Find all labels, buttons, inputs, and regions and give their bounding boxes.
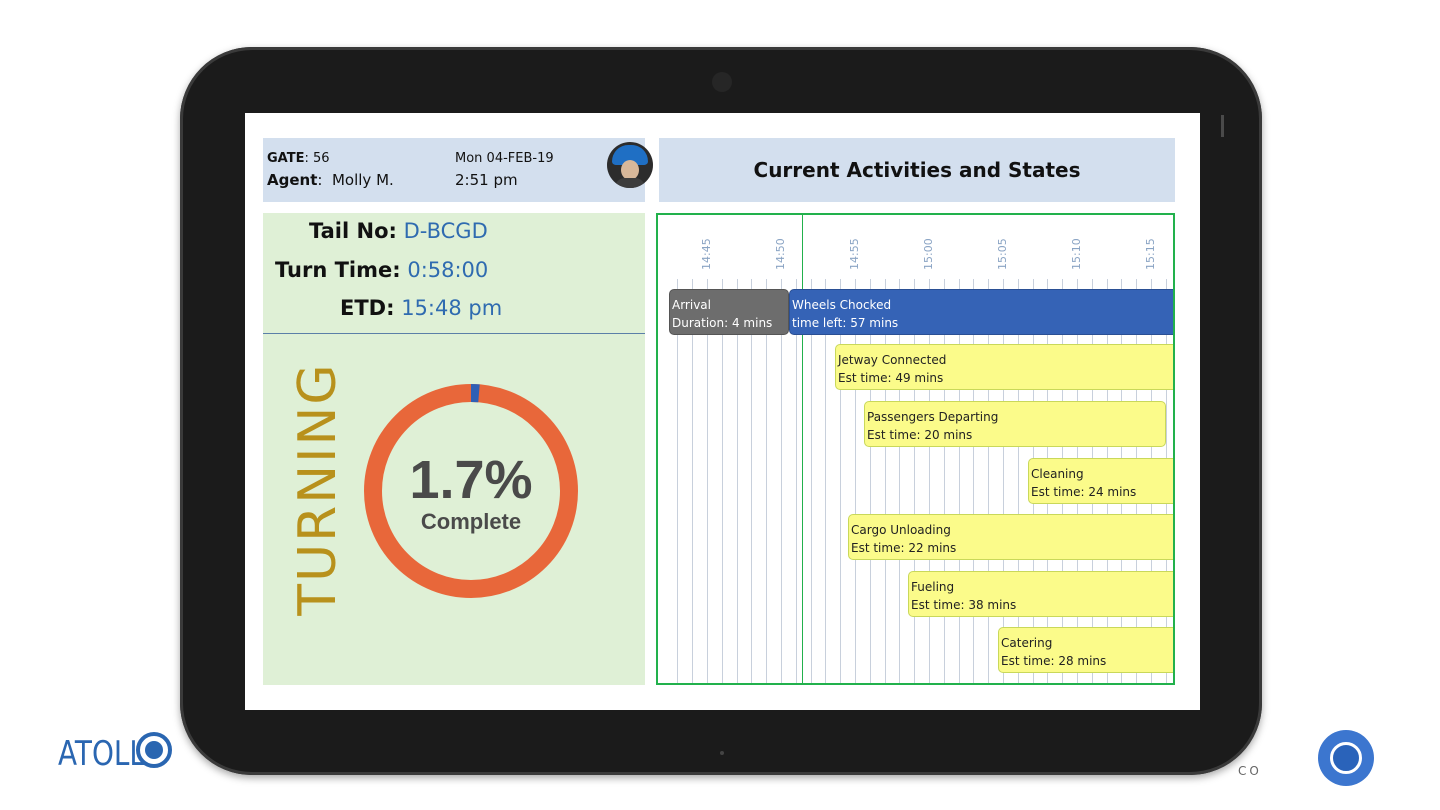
activity-detail: Est time: 49 mins (838, 371, 944, 385)
donut-progress-mark (364, 384, 578, 598)
agent-avatar (607, 142, 653, 188)
grid-line (899, 279, 900, 683)
footer-text: CO (1238, 764, 1262, 778)
time-tick-label: 14:45 (700, 238, 713, 270)
activity-detail: Est time: 20 mins (867, 428, 973, 442)
grid-line (1018, 279, 1019, 683)
turn-status: TURNING (288, 362, 348, 616)
activity-detail: Est time: 38 mins (911, 598, 1017, 612)
logo-o-mark (136, 732, 172, 768)
etd-row: ETD: 15:48 pm (340, 296, 502, 320)
grid-line (796, 279, 797, 683)
arrival-bar[interactable]: Arrival Duration: 4 mins (669, 289, 789, 335)
activity-name: Cargo Unloading (851, 523, 951, 537)
face-shape (621, 160, 639, 180)
activity-timeline: 14:45 14:50 14:55 15:00 15:05 15:10 15:15 Arriv… (656, 213, 1175, 685)
current-time-line (802, 215, 803, 683)
activity-name: Arrival (672, 298, 711, 312)
activity-detail: Est time: 24 mins (1031, 485, 1137, 499)
tail-value: D-BCGD (403, 219, 488, 243)
wheels-chocked-bar[interactable]: Wheels Chocked time left: 57 mins (789, 289, 1173, 335)
etd-value: 15:48 pm (401, 296, 503, 320)
body-shape (615, 178, 645, 188)
activity-name: Cleaning (1031, 467, 1084, 481)
grid-line (722, 279, 723, 683)
activity-detail: Est time: 22 mins (851, 541, 957, 555)
grid-line (737, 279, 738, 683)
agent-label: Agent (267, 171, 318, 189)
grid-line (825, 279, 826, 683)
gate-number: 56 (313, 151, 330, 166)
grid-line (988, 279, 989, 683)
turn-time-row: Turn Time: 0:58:00 (275, 258, 488, 282)
activity-name: Catering (1001, 636, 1053, 650)
grid-line (914, 279, 915, 683)
time-tick-label: 14:50 (774, 238, 787, 270)
grid-line (707, 279, 708, 683)
grid-line (692, 279, 693, 683)
time-tick-label: 15:15 (1144, 238, 1157, 270)
tail-row: Tail No: D-BCGD (309, 219, 488, 243)
fueling-bar[interactable]: Fueling Est time: 38 mins (908, 571, 1173, 617)
progress-label: Complete (420, 509, 522, 534)
gate-line: GATE: 56 (267, 151, 330, 166)
logo-text: ATOLL (58, 734, 145, 774)
activity-name: Fueling (911, 580, 955, 594)
home-sensor (720, 751, 724, 755)
grid-line (870, 279, 871, 683)
time-text: 2:51 pm (455, 171, 518, 189)
info-divider (263, 333, 645, 334)
grid-line (929, 279, 930, 683)
grid-line (677, 279, 678, 683)
activity-detail: Duration: 4 mins (672, 316, 773, 330)
jetway-connected-bar[interactable]: Jetway Connected Est time: 49 mins (835, 344, 1173, 390)
camera-icon (712, 72, 732, 92)
time-tick-label: 15:05 (996, 238, 1009, 270)
activity-name: Wheels Chocked (792, 298, 892, 312)
grid-line (751, 279, 752, 683)
date-text: Mon 04-FEB-19 (455, 151, 554, 166)
time-tick-label: 15:10 (1070, 238, 1083, 270)
catering-bar[interactable]: Catering Est time: 28 mins (998, 627, 1173, 673)
grid-line (840, 279, 841, 683)
grid-line (766, 279, 767, 683)
grid-line (944, 279, 945, 683)
progress-percent: 1.7% (409, 450, 533, 510)
grid-line (885, 279, 886, 683)
cargo-unloading-bar[interactable]: Cargo Unloading Est time: 22 mins (848, 514, 1173, 560)
grid-line (855, 279, 856, 683)
grid-line (973, 279, 974, 683)
gate-label: GATE (267, 151, 305, 166)
activity-name: Jetway Connected (838, 353, 947, 367)
grid-line (781, 279, 782, 683)
turn-time-value: 0:58:00 (407, 258, 489, 282)
progress-donut (364, 384, 578, 598)
title-panel: Current Activities and States (659, 138, 1175, 202)
agent-name: Molly M. (331, 171, 394, 189)
activity-name: Passengers Departing (867, 410, 999, 424)
grid-line (959, 279, 960, 683)
agent-line: Agent: Molly M. (267, 171, 394, 189)
activity-detail: time left: 57 mins (792, 316, 899, 330)
passengers-departing-bar[interactable]: Passengers Departing Est time: 20 mins (864, 401, 1166, 447)
atollo-emblem-icon (1318, 730, 1374, 786)
etd-label: ETD: (340, 296, 395, 320)
grid-line (811, 279, 812, 683)
tail-label: Tail No: (309, 219, 397, 243)
side-button (1221, 115, 1224, 137)
activity-detail: Est time: 28 mins (1001, 654, 1107, 668)
turn-time-label: Turn Time: (275, 258, 401, 282)
grid-line (1003, 279, 1004, 683)
panel-title: Current Activities and States (753, 158, 1081, 182)
time-tick-label: 14:55 (848, 238, 861, 270)
gate-info-panel: GATE: 56 Agent: Molly M. Mon 04-FEB-19 2… (263, 138, 653, 202)
time-tick-label: 15:00 (922, 238, 935, 270)
helmet-shape (612, 145, 648, 165)
turn-info-panel: Tail No: D-BCGD Turn Time: 0:58:00 ETD: … (263, 213, 645, 685)
cleaning-bar[interactable]: Cleaning Est time: 24 mins (1028, 458, 1173, 504)
tablet-screen: GATE: 56 Agent: Molly M. Mon 04-FEB-19 2… (245, 113, 1200, 710)
